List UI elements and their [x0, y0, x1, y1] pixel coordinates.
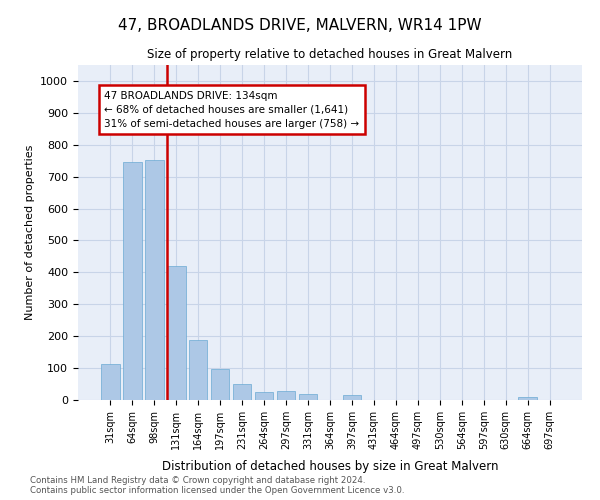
Bar [233, 384, 251, 400]
Bar [277, 392, 295, 400]
Y-axis label: Number of detached properties: Number of detached properties [25, 145, 35, 320]
Bar [145, 160, 164, 400]
Title: Size of property relative to detached houses in Great Malvern: Size of property relative to detached ho… [148, 48, 512, 61]
Bar [518, 398, 537, 400]
Text: 47, BROADLANDS DRIVE, MALVERN, WR14 1PW: 47, BROADLANDS DRIVE, MALVERN, WR14 1PW [118, 18, 482, 32]
Bar [343, 395, 361, 400]
X-axis label: Distribution of detached houses by size in Great Malvern: Distribution of detached houses by size … [162, 460, 498, 473]
Bar [255, 392, 274, 400]
Bar [189, 340, 208, 400]
Bar [101, 364, 119, 400]
Text: Contains HM Land Registry data © Crown copyright and database right 2024.
Contai: Contains HM Land Registry data © Crown c… [30, 476, 404, 495]
Bar [211, 369, 229, 400]
Bar [167, 266, 185, 400]
Bar [299, 394, 317, 400]
Bar [123, 162, 142, 400]
Text: 47 BROADLANDS DRIVE: 134sqm
← 68% of detached houses are smaller (1,641)
31% of : 47 BROADLANDS DRIVE: 134sqm ← 68% of det… [104, 90, 359, 128]
